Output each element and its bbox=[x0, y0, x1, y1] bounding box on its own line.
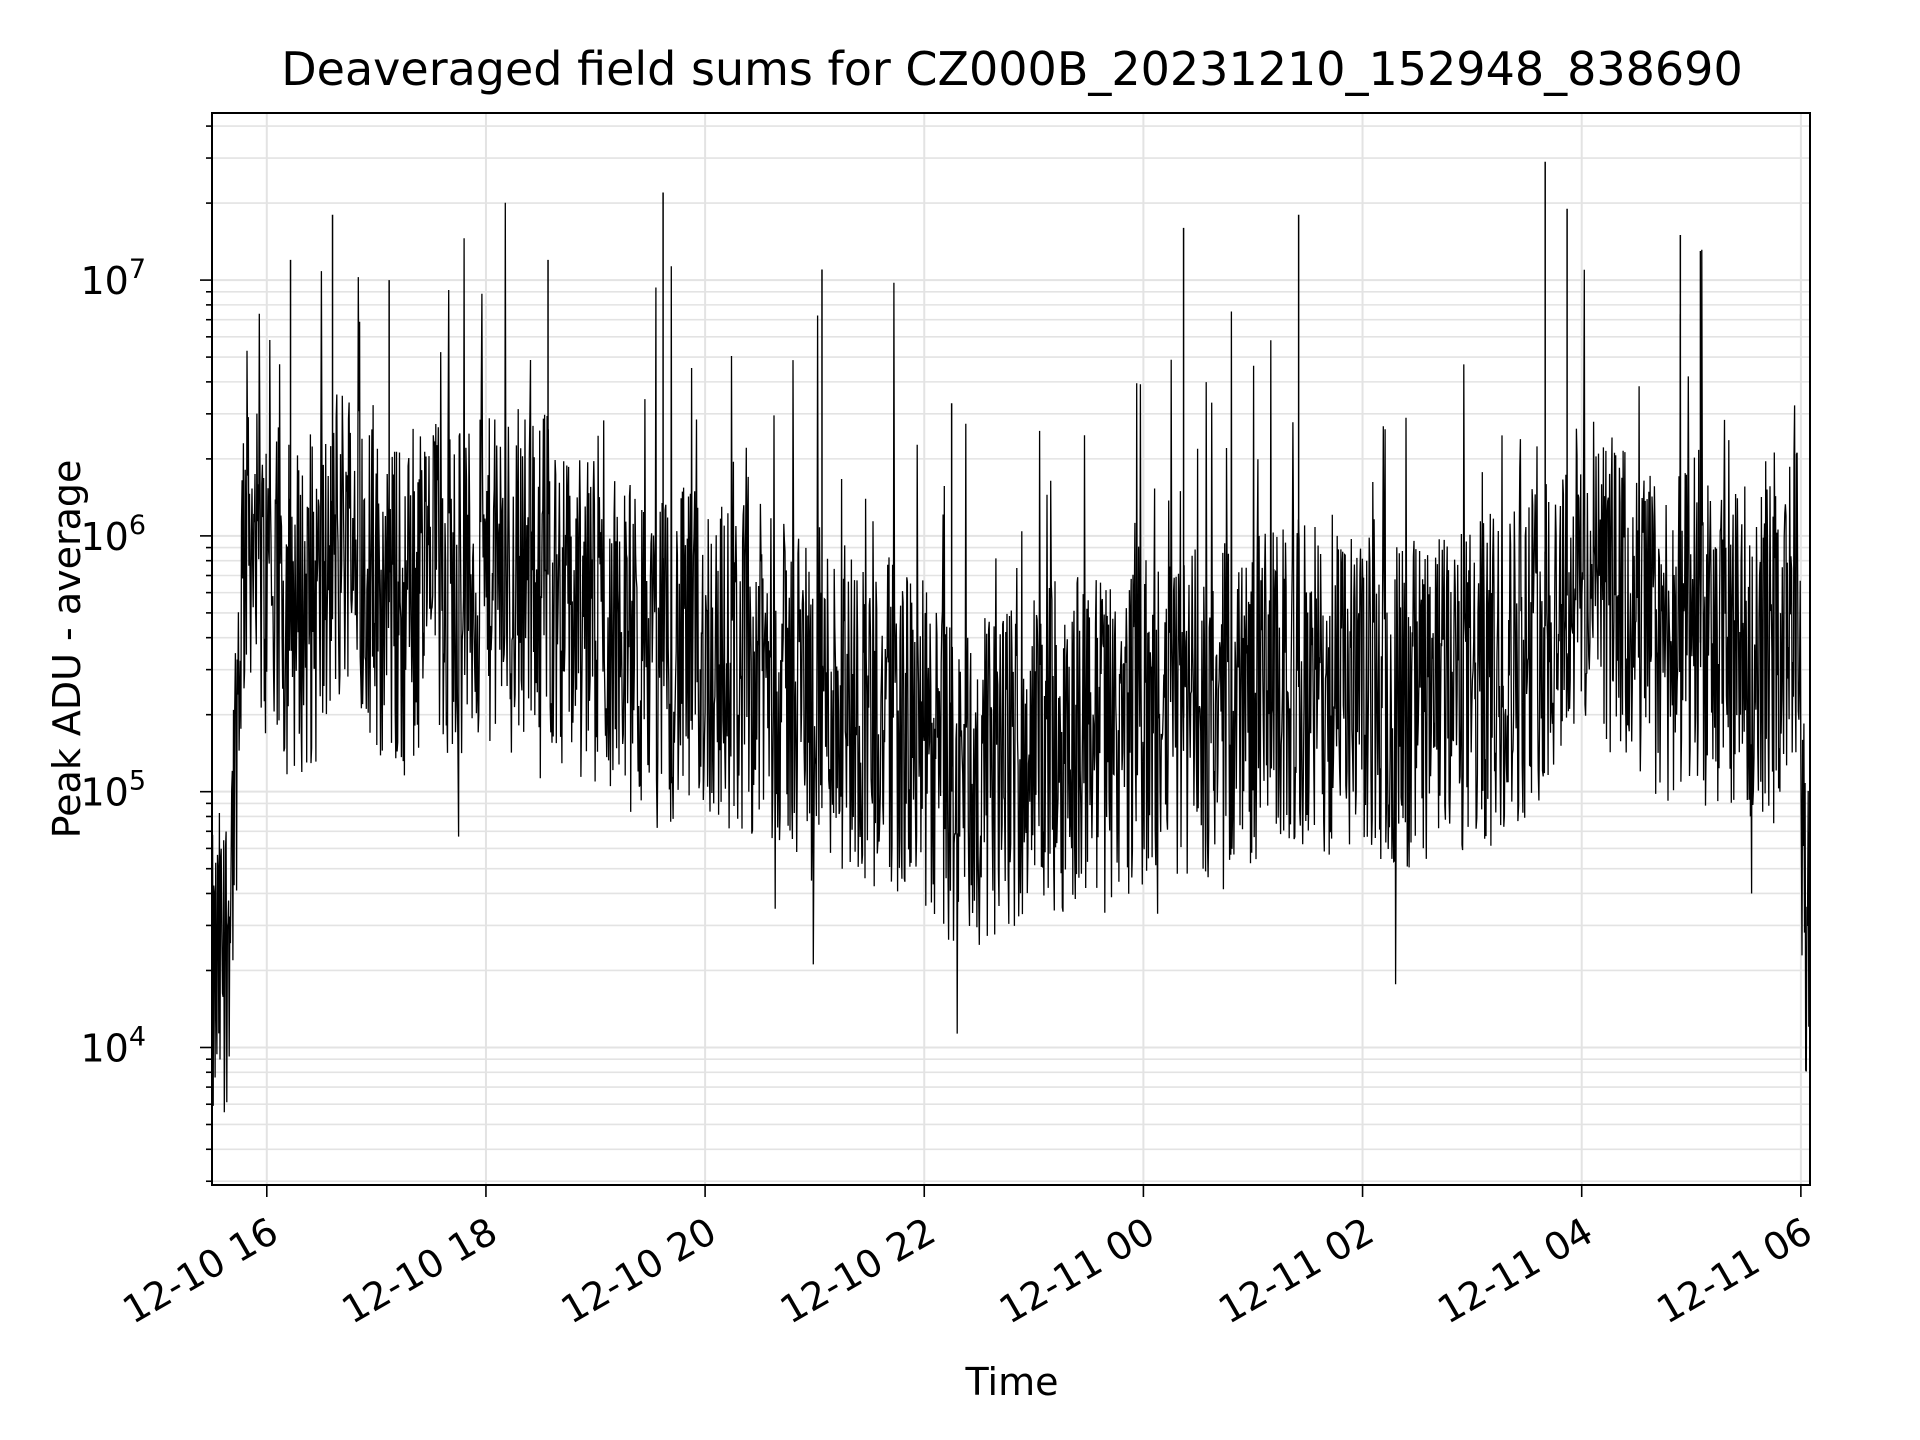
y-tick-label-exponent: 7 bbox=[129, 254, 146, 285]
y-tick-label: 107 bbox=[80, 254, 146, 303]
y-tick-label: 104 bbox=[80, 1021, 146, 1070]
chart-title: Deaveraged field sums for CZ000B_2023121… bbox=[281, 42, 1742, 96]
y-tick-label-exponent: 4 bbox=[129, 1021, 146, 1052]
y-tick-label: 106 bbox=[80, 510, 146, 559]
series-layer bbox=[211, 161, 1811, 1113]
y-tick-label-base: 10 bbox=[80, 515, 128, 559]
series-line bbox=[211, 202, 1811, 1113]
plot-frame bbox=[211, 112, 1811, 1186]
y-tick-label: 105 bbox=[80, 766, 146, 815]
y-tick-label-base: 10 bbox=[80, 771, 128, 815]
y-tick-label-exponent: 5 bbox=[129, 766, 146, 797]
y-tick-label-exponent: 6 bbox=[129, 510, 146, 541]
y-tick-label-base: 10 bbox=[80, 1026, 128, 1070]
x-axis-label: Time bbox=[965, 1360, 1059, 1404]
y-axis-label: Peak ADU - average bbox=[45, 460, 89, 839]
y-tick-label-base: 10 bbox=[80, 259, 128, 303]
